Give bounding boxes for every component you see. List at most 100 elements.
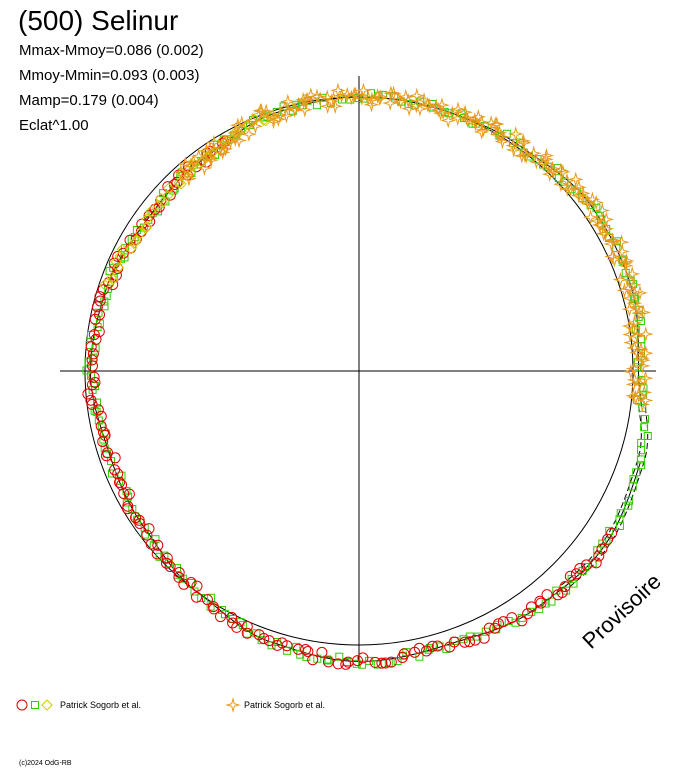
point-star-orange xyxy=(214,144,231,161)
point-star-orange xyxy=(181,170,197,187)
point-square-green xyxy=(481,627,490,636)
point-circle-red xyxy=(89,377,101,388)
point-square-green xyxy=(82,366,91,375)
point-star-orange xyxy=(628,299,645,315)
point-square-green xyxy=(206,593,215,602)
point-circle-red xyxy=(226,611,238,623)
point-circle-red xyxy=(94,309,105,321)
point-star-orange xyxy=(458,109,475,126)
point-star-orange xyxy=(621,301,638,318)
point-circle-red xyxy=(271,639,283,651)
point-circle-red xyxy=(85,341,97,353)
copyright-credit: (c)2024 OdG-RB xyxy=(19,760,72,767)
point-diamond-yellow xyxy=(173,177,186,189)
point-star-orange xyxy=(622,363,639,380)
point-diamond-yellow xyxy=(141,213,153,225)
point-circle-red xyxy=(593,550,605,562)
point-circle-red xyxy=(103,277,115,289)
point-diamond-yellow xyxy=(134,227,146,240)
point-square-green xyxy=(636,317,645,325)
point-star-orange xyxy=(570,179,587,196)
point-circle-red xyxy=(396,652,408,663)
point-circle-red xyxy=(516,615,528,627)
point-square-green xyxy=(164,559,173,568)
point-star-orange xyxy=(597,226,614,242)
point-star-orange xyxy=(450,101,466,118)
point-circle-red xyxy=(191,580,203,592)
point-circle-red xyxy=(369,656,381,668)
point-diamond-yellow xyxy=(162,182,175,195)
point-circle-red xyxy=(86,379,98,391)
point-circle-red xyxy=(263,635,275,647)
point-square-green xyxy=(122,487,131,496)
point-square-green xyxy=(640,423,649,432)
chart-title: (500) Selinur xyxy=(18,5,179,36)
point-circle-red xyxy=(114,477,125,488)
point-square-green xyxy=(159,189,168,198)
point-circle-red xyxy=(133,514,145,526)
point-star-orange xyxy=(488,116,505,132)
data-points xyxy=(82,82,654,670)
point-star-orange xyxy=(567,171,584,188)
point-circle-red xyxy=(102,447,113,459)
point-circle-red xyxy=(464,636,475,648)
point-diamond-yellow xyxy=(125,243,137,255)
point-square-green xyxy=(628,482,637,491)
point-circle-red xyxy=(86,354,98,366)
point-square-green xyxy=(100,444,109,453)
point-circle-red xyxy=(307,654,319,666)
point-star-orange xyxy=(231,132,247,149)
point-star-orange xyxy=(562,181,579,198)
point-star-orange xyxy=(198,143,215,159)
point-circle-red xyxy=(86,398,98,410)
point-circle-red xyxy=(92,404,104,416)
point-star-orange xyxy=(205,134,222,151)
point-star-orange xyxy=(591,217,608,233)
point-star-orange xyxy=(217,140,234,157)
point-circle-red xyxy=(469,634,481,646)
point-star-orange xyxy=(539,156,556,173)
point-star-orange xyxy=(635,304,652,321)
point-diamond-yellow xyxy=(259,114,272,127)
point-star-orange xyxy=(201,141,218,157)
point-star-orange xyxy=(617,257,634,274)
point-star-orange xyxy=(309,88,325,105)
legend-marker-diamond xyxy=(41,699,53,711)
point-circle-red xyxy=(497,616,509,628)
point-star-orange xyxy=(369,88,386,104)
point-circle-red xyxy=(112,250,124,262)
point-star-orange xyxy=(637,370,654,387)
point-circle-red xyxy=(173,571,185,583)
point-circle-red xyxy=(94,295,106,307)
point-square-green xyxy=(117,471,126,480)
point-star-orange xyxy=(440,112,457,129)
legend-marker-circle xyxy=(16,699,28,711)
point-circle-red xyxy=(112,468,124,480)
point-circle-red xyxy=(432,640,443,652)
point-circle-red xyxy=(483,622,495,634)
point-star-orange xyxy=(552,176,569,193)
point-square-green xyxy=(636,455,645,464)
point-square-green xyxy=(592,204,601,213)
point-circle-red xyxy=(606,527,618,539)
point-star-orange xyxy=(555,163,571,180)
point-circle-red xyxy=(118,488,130,499)
point-star-orange xyxy=(319,89,336,106)
point-circle-red xyxy=(155,194,167,206)
fit-curve-upper-bound xyxy=(564,407,649,591)
point-diamond-yellow xyxy=(140,222,152,234)
point-circle-red xyxy=(489,622,501,634)
point-star-orange xyxy=(172,164,189,180)
point-circle-red xyxy=(94,291,106,303)
point-circle-red xyxy=(420,645,432,657)
point-circle-red xyxy=(152,539,164,551)
point-circle-red xyxy=(116,479,128,491)
point-circle-red xyxy=(98,426,109,438)
point-circle-red xyxy=(91,301,103,313)
point-circle-red xyxy=(552,589,564,601)
point-circle-red xyxy=(97,436,109,448)
point-circle-red xyxy=(292,643,304,655)
point-square-green xyxy=(108,469,116,478)
point-star-orange xyxy=(619,270,635,286)
